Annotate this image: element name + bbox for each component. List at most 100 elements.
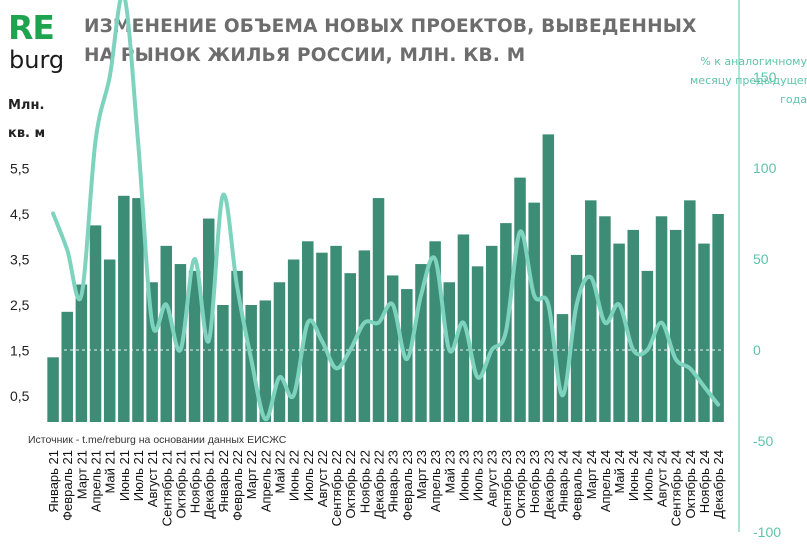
category-label: Октябрь 21 [173,450,188,518]
bar-45 [669,229,682,422]
bar-8 [146,282,158,422]
category-label: Август 24 [655,450,670,507]
bar-34 [514,177,526,422]
left-tick-label: 1,5 [10,343,30,359]
category-label: Март 24 [584,450,599,499]
bar-39 [585,200,597,422]
category-label: Сентябрь 24 [669,450,684,526]
left-tick-label: 2,5 [10,297,30,313]
category-label: Август 23 [485,450,500,507]
right-axis-title-line-1: % к аналогичному [700,55,807,68]
bar-25 [386,275,399,422]
right-tick-label: 150 [753,69,777,85]
bar-5 [103,259,116,422]
left-axis-title-line-1: Млн. [8,98,45,113]
left-tick-label: 5,5 [10,161,30,177]
category-label: Июль 23 [471,450,486,501]
category-label: Апрель 23 [428,450,443,512]
category-label: Август 21 [145,450,160,507]
bar-24 [372,198,385,422]
bar-12 [202,218,215,422]
category-label: Декабрь 21 [202,450,217,519]
right-axis-title: % к аналогичному месяцу предыдущего года [690,52,807,109]
category-label: Май 22 [272,450,287,494]
bar-27 [415,264,427,422]
right-tick-label: -100 [753,524,781,540]
category-label: Июнь 24 [626,450,641,501]
right-tick-label: 50 [753,251,769,267]
category-label: Июль 24 [640,450,655,501]
category-label: Сентябрь 21 [159,450,174,526]
bar-9 [160,245,173,422]
bar-47 [698,243,710,422]
category-label: Ноябрь 22 [357,450,372,513]
chart-title: ИЗМЕНЕНИЕ ОБЪЕМА НОВЫХ ПРОЕКТОВ, ВЫВЕДЕН… [84,16,697,66]
right-tick-label: 100 [753,160,777,176]
category-label: Май 24 [612,450,627,494]
category-label: Октябрь 23 [513,450,528,518]
bar-31 [471,266,484,422]
logo-primary: RE [8,8,55,47]
category-label: Декабрь 22 [372,450,387,519]
bar-44 [655,216,668,422]
bar-11 [188,270,201,423]
category-label: Январь 22 [216,450,231,513]
category-label: Ноябрь 21 [188,450,203,513]
category-label: Февраль 23 [400,450,415,521]
bar-48 [712,214,724,422]
bar-28 [429,241,441,422]
category-label: Апрель 21 [89,450,104,512]
left-axis-title: Млн. кв. м [8,92,45,148]
category-label: Июнь 21 [117,450,132,501]
category-label: Декабрь 24 [711,450,726,519]
bar-6 [118,195,130,422]
bar-16 [259,300,272,422]
logo-secondary: burg [9,46,65,74]
category-label: Сентябрь 22 [329,450,344,526]
bar-14 [231,270,243,423]
category-label: Январь 24 [555,450,570,513]
bar-35 [528,202,540,423]
yoy-change-line [51,0,721,422]
category-label: Январь 21 [46,450,61,513]
bar-32 [485,245,498,422]
bar-13 [217,305,229,422]
right-axis-title-line-2: месяцу предыдущего [690,74,807,87]
bar-41 [613,243,625,422]
category-label: Апрель 22 [258,450,273,512]
left-tick-label: 0,5 [10,388,30,404]
bar-23 [358,250,371,422]
bar-7 [132,198,144,422]
category-label: Июль 21 [131,450,146,501]
category-label: Февраль 21 [60,450,75,521]
bar-18 [287,259,300,422]
category-label: Ноябрь 24 [697,450,712,513]
bar-19 [302,241,314,422]
bar-1 [47,357,59,422]
category-label: Апрель 24 [598,450,613,512]
bar-2 [61,311,73,422]
category-label: Май 21 [103,450,118,494]
category-label: Сентябрь 23 [499,450,514,526]
category-label: Октябрь 24 [683,450,698,518]
category-label: Июль 22 [301,450,316,501]
bar-30 [457,234,470,422]
bar-3 [75,284,88,422]
bar-42 [627,229,639,422]
category-label: Июнь 23 [456,450,471,501]
bar-37 [556,314,569,422]
category-label: Март 22 [244,450,259,499]
bar-36 [542,134,555,423]
bar-17 [273,282,286,422]
source-note: Источник - t.me/reburg на основании данн… [28,434,287,446]
bar-21 [330,245,342,422]
right-tick-label: -50 [753,433,773,449]
category-label: Декабрь 23 [541,450,556,519]
bar-26 [401,289,413,422]
category-label: Январь 23 [386,450,401,513]
right-tick-label: 0 [753,342,761,358]
category-label: Август 22 [315,450,330,507]
category-label: Май 23 [442,450,457,494]
bar-46 [684,200,696,422]
